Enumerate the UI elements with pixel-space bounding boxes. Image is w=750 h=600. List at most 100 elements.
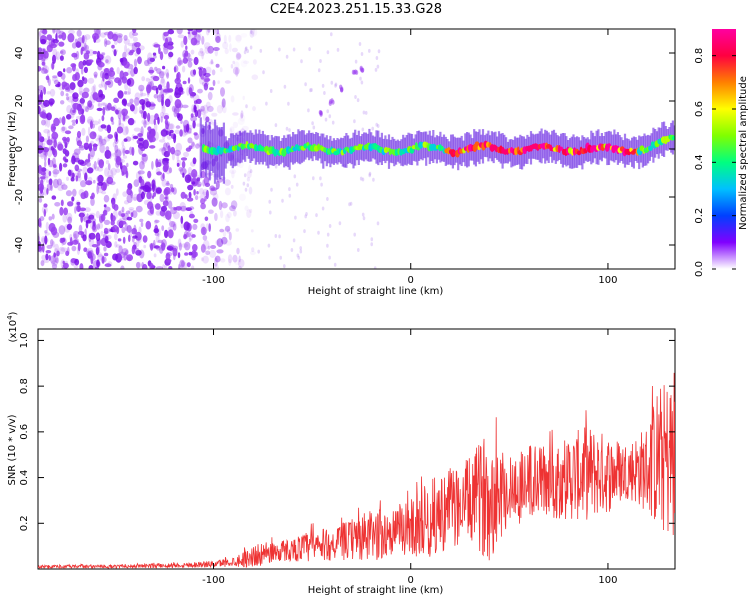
noise-blob: [149, 145, 156, 149]
noise-blob: [78, 60, 84, 70]
noise-blob: [283, 264, 286, 269]
snr-x-axis-label: Height of straight line (km): [308, 585, 444, 596]
noise-blob: [201, 257, 204, 262]
noise-blob: [161, 105, 166, 114]
noise-blob: [192, 157, 197, 165]
noise-blob: [212, 79, 216, 87]
noise-blob: [237, 258, 245, 268]
noise-blob: [235, 228, 240, 232]
band-halo: [510, 139, 513, 168]
noise-blob: [44, 117, 48, 127]
noise-blob: [51, 195, 57, 200]
noise-blob: [70, 63, 77, 68]
noise-blob: [174, 129, 180, 135]
noise-blob: [321, 83, 325, 88]
noise-blob: [103, 31, 111, 36]
noise-blob: [70, 177, 75, 182]
noise-blob: [144, 59, 150, 67]
noise-blob: [97, 61, 105, 68]
noise-blob: [376, 124, 380, 128]
noise-blob: [114, 241, 118, 248]
noise-blob: [164, 229, 169, 239]
noise-blob: [211, 112, 218, 117]
noise-blob: [330, 80, 334, 85]
spectrogram-y-ticks: -40 -20 0 20 40: [14, 47, 675, 253]
noise-blob: [40, 260, 45, 267]
multiplier-base: (x10: [8, 320, 19, 343]
noise-blob: [209, 87, 214, 91]
noise-blob: [184, 241, 191, 251]
noise-blob: [128, 209, 135, 215]
noise-blob: [173, 66, 177, 73]
noise-blob: [66, 212, 73, 222]
noise-blob: [139, 218, 144, 223]
noise-blob: [221, 236, 228, 245]
noise-blob: [48, 78, 51, 87]
noise-blob: [159, 71, 165, 79]
noise-blob: [361, 127, 365, 132]
noise-blob: [199, 47, 204, 54]
noise-blob: [146, 57, 153, 65]
colorbar-tick-label: 0.8: [694, 48, 705, 64]
noise-blob: [307, 108, 310, 113]
noise-blob: [270, 187, 273, 192]
noise-blob: [251, 247, 255, 253]
x-tick-label: -100: [202, 275, 225, 286]
noise-blob: [200, 109, 206, 115]
noise-blob: [38, 163, 42, 172]
noise-blob: [72, 92, 79, 100]
noise-blob: [187, 137, 193, 144]
noise-blob: [232, 66, 240, 75]
noise-blob: [87, 176, 93, 183]
noise-blob: [168, 167, 173, 174]
noise-blob: [122, 51, 127, 59]
noise-blob: [47, 129, 50, 140]
noise-blob: [66, 96, 70, 101]
noise-blob: [288, 187, 291, 192]
noise-blob: [126, 194, 133, 204]
noise-blob: [52, 165, 58, 171]
noise-blob: [96, 223, 101, 230]
noise-blob: [191, 29, 197, 35]
noise-blob: [162, 112, 170, 120]
noise-blob: [191, 181, 196, 185]
noise-blob: [290, 248, 294, 252]
noise-blob: [71, 245, 77, 252]
noise-blob: [183, 124, 187, 129]
y-tick-label: 0.8: [19, 378, 30, 394]
noise-blob: [43, 152, 47, 162]
noise-blob: [225, 213, 230, 223]
noise-blob: [187, 77, 191, 84]
noise-blob: [229, 126, 235, 132]
noise-blob: [67, 169, 72, 177]
noise-blob: [191, 234, 196, 238]
noise-blob: [233, 210, 237, 217]
noise-blob: [105, 146, 110, 152]
spectrogram-y-axis-label: Frequency (Hz): [7, 111, 18, 187]
noise-blob: [304, 82, 307, 87]
noise-blob: [371, 126, 375, 131]
noise-blob: [243, 173, 247, 178]
noise-blob: [209, 61, 215, 65]
noise-blob: [117, 90, 124, 99]
noise-blob: [38, 217, 42, 228]
noise-blob: [75, 135, 81, 144]
noise-blob: [188, 251, 193, 256]
noise-blob: [101, 191, 107, 195]
noise-blob: [190, 49, 195, 55]
noise-blob: [55, 257, 59, 264]
noise-blob: [126, 78, 132, 86]
noise-blob: [209, 249, 217, 258]
noise-blob: [140, 88, 143, 98]
noise-blob: [79, 207, 87, 212]
noise-blob: [172, 247, 178, 257]
noise-blob: [58, 117, 63, 124]
noise-blob: [123, 34, 128, 41]
noise-blob: [149, 263, 154, 269]
noise-blob: [222, 41, 229, 50]
noise-blob: [137, 133, 143, 137]
noise-blob: [244, 205, 249, 212]
noise-blob: [82, 234, 87, 242]
noise-blob: [82, 166, 88, 176]
noise-blob: [165, 252, 173, 257]
